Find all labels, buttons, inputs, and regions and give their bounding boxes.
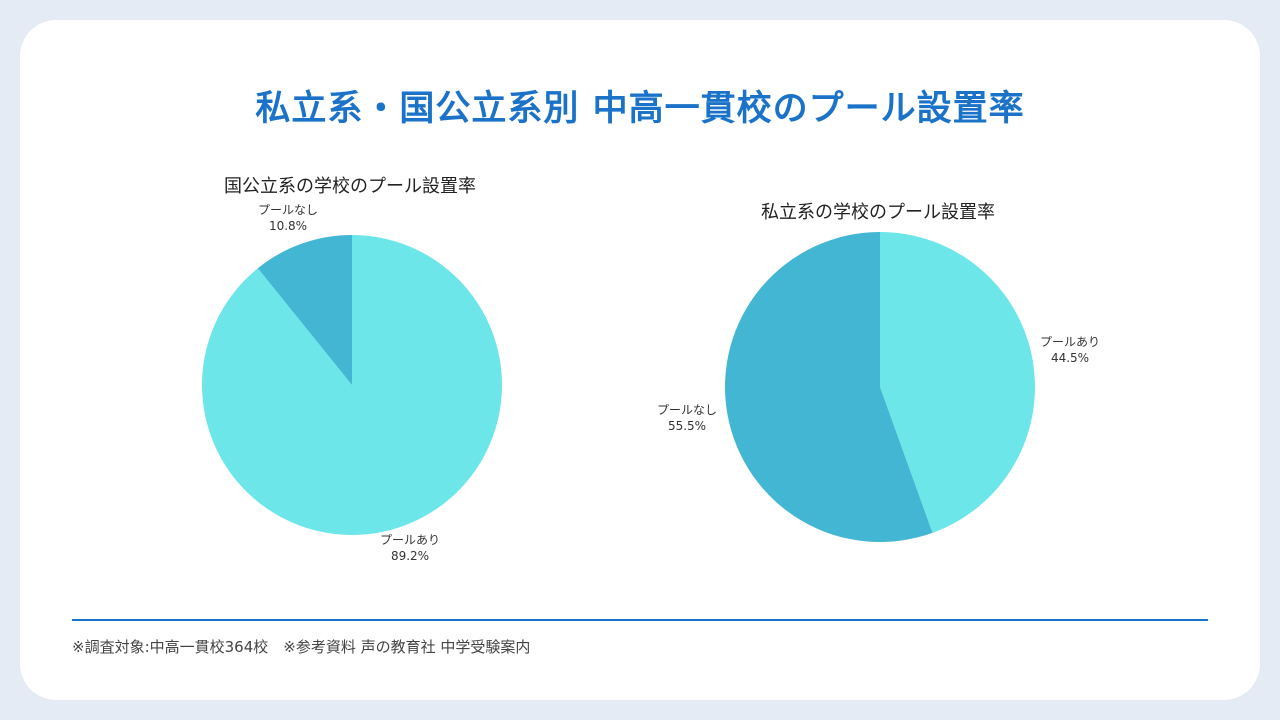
- slice-value-public-0: 89.2%: [391, 549, 429, 563]
- page-title: 私立系・国公立系別 中高一貫校のプール設置率: [255, 89, 1025, 129]
- footer-divider: [72, 619, 1208, 621]
- footnote: ※調査対象:中高一貫校364校 ※参考資料 声の教育社 中学受験案内: [72, 638, 531, 656]
- pie-slice-private-pool-no: [725, 232, 933, 542]
- pie-slice-public-pool-yes: [202, 235, 503, 535]
- slice-label-public-0: プールあり: [380, 533, 440, 547]
- slice-label-private-1: プールなし: [657, 403, 717, 417]
- slice-value-private-1: 55.5%: [668, 419, 706, 433]
- chart-title-public: 国公立系の学校のプール設置率: [224, 176, 476, 197]
- chart-title-private: 私立系の学校のプール設置率: [761, 202, 995, 223]
- slice-value-public-1: 10.8%: [269, 219, 307, 233]
- slice-value-private-0: 44.5%: [1051, 351, 1089, 365]
- pie-slice-private-pool-yes: [880, 232, 1035, 533]
- slice-label-public-1: プールなし: [258, 203, 318, 217]
- pie-chart-public: [202, 235, 503, 535]
- pie-chart-private: [725, 232, 1035, 542]
- pie-slice-public-pool-no: [257, 235, 352, 385]
- slice-label-private-0: プールあり: [1040, 335, 1100, 349]
